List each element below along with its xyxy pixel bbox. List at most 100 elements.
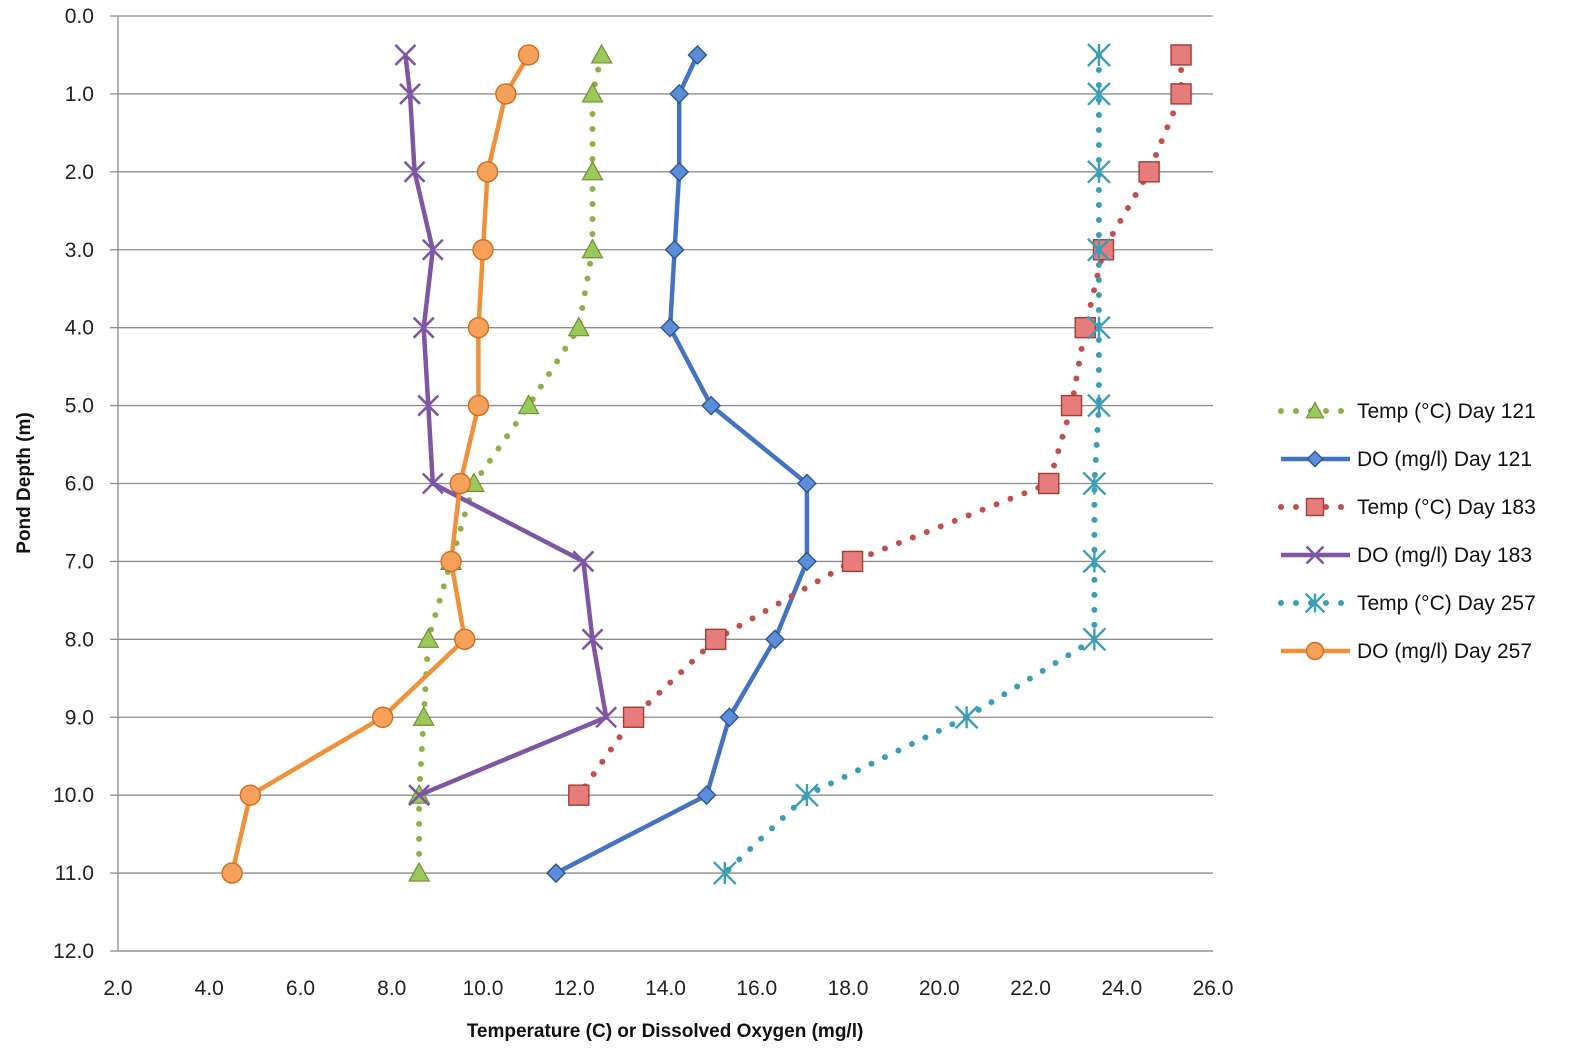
data-point <box>712 861 737 885</box>
x-tick-label: 18.0 <box>828 977 869 1000</box>
data-point <box>1087 393 1111 418</box>
y-tick-label: 0.0 <box>65 5 94 28</box>
data-point <box>417 628 440 648</box>
data-point <box>701 395 722 416</box>
x-tick-label: 14.0 <box>645 977 686 1000</box>
legend-label: Temp (°C) Day 121 <box>1357 400 1536 423</box>
data-point <box>581 628 604 651</box>
x-tick-label: 16.0 <box>736 977 777 1000</box>
series-line <box>721 52 1102 877</box>
series-layer <box>221 43 1192 885</box>
y-tick-label: 6.0 <box>65 473 94 496</box>
data-point <box>408 784 431 807</box>
data-point <box>403 160 426 183</box>
x-tick-label: 6.0 <box>286 977 315 1000</box>
data-point <box>669 161 690 182</box>
data-point <box>1082 549 1107 574</box>
x-tick-label: 10.0 <box>463 977 504 1000</box>
data-point <box>590 43 613 64</box>
data-point <box>567 316 590 337</box>
data-point <box>454 628 476 651</box>
data-point <box>622 706 645 728</box>
y-tick-label: 11.0 <box>55 862 94 885</box>
data-point <box>1170 83 1192 105</box>
series-line <box>416 52 605 877</box>
axes <box>110 15 1213 952</box>
legend-label: DO (mg/l) Day 183 <box>1357 544 1532 567</box>
data-point <box>796 551 817 572</box>
data-point <box>660 317 681 338</box>
legend-label: DO (mg/l) Day 257 <box>1357 640 1532 663</box>
legend-marker-swatch <box>1305 497 1325 517</box>
x-axis-title: Temperature (C) or Dissolved Oxygen (mg/… <box>467 1021 864 1042</box>
legend-label: Temp (°C) Day 183 <box>1357 496 1536 519</box>
data-point <box>517 394 540 415</box>
x-tick-labels: 2.0 4.0 6.0 8.0 10.0 12.0 14.0 16.0 18.0 20.0 22.0… <box>103 977 1233 1000</box>
y-tick-label: 12.0 <box>53 940 94 963</box>
y-tick-label: 2.0 <box>65 161 94 184</box>
data-point <box>371 706 394 728</box>
legend-label: DO (mg/l) Day 121 <box>1357 448 1532 471</box>
data-point <box>1170 44 1192 66</box>
data-point <box>1087 237 1111 262</box>
data-point <box>221 862 243 884</box>
series-3 <box>568 44 1192 806</box>
legend-marker-swatch <box>1305 545 1325 565</box>
y-tick-label: 3.0 <box>65 239 94 262</box>
data-point <box>408 861 431 882</box>
data-point <box>841 550 864 573</box>
data-point <box>476 161 499 183</box>
data-point <box>1074 316 1096 339</box>
legend-marker-swatch <box>1306 450 1324 468</box>
legend-item: Temp (°C) Day 257 <box>1278 592 1536 615</box>
data-point <box>696 785 717 806</box>
data-point <box>546 863 566 884</box>
data-point <box>495 83 517 105</box>
series-line <box>403 54 609 798</box>
data-point <box>1082 627 1107 652</box>
data-point <box>568 784 590 806</box>
data-point <box>796 473 817 494</box>
data-point <box>467 394 490 417</box>
data-point <box>394 44 417 66</box>
series-line <box>554 54 810 876</box>
data-point <box>417 394 440 417</box>
data-point <box>440 550 462 573</box>
legend-label: Temp (°C) Day 257 <box>1357 592 1536 615</box>
x-tick-label: 12.0 <box>554 977 595 1000</box>
legend-item: Temp (°C) Day 121 <box>1278 400 1536 423</box>
data-point <box>412 316 435 339</box>
x-tick-label: 4.0 <box>195 977 224 1000</box>
x-tick-label: 26.0 <box>1193 977 1234 1000</box>
data-point <box>669 83 690 104</box>
series-5 <box>712 43 1111 885</box>
y-tick-label: 1.0 <box>65 83 94 106</box>
data-point <box>795 783 819 808</box>
data-point <box>581 238 604 259</box>
legend-marker-swatch <box>1305 401 1325 419</box>
data-point <box>765 629 785 650</box>
data-point <box>704 628 727 651</box>
series-4 <box>394 44 618 807</box>
legend-marker-swatch <box>1304 592 1326 614</box>
series-line <box>229 53 531 874</box>
data-point <box>687 44 708 65</box>
legend: Temp (°C) Day 121 DO (mg/l) Day 121 Temp (… <box>1278 400 1536 663</box>
x-tick-label: 22.0 <box>1010 977 1051 1000</box>
data-point <box>421 472 444 495</box>
data-point <box>581 82 604 103</box>
series-6 <box>221 44 540 884</box>
data-point <box>1087 43 1111 67</box>
data-point <box>1082 471 1107 496</box>
x-tick-label: 20.0 <box>919 977 960 1000</box>
data-point <box>581 160 604 181</box>
legend-marker-swatch <box>1305 641 1325 661</box>
series-2 <box>546 44 817 884</box>
legend-item: DO (mg/l) Day 121 <box>1281 448 1532 471</box>
y-tick-label: 8.0 <box>65 628 94 651</box>
y-axis-title: Pond Depth (m) <box>14 412 35 553</box>
data-point <box>399 82 421 105</box>
data-point <box>1060 394 1083 417</box>
data-point <box>1087 82 1111 106</box>
